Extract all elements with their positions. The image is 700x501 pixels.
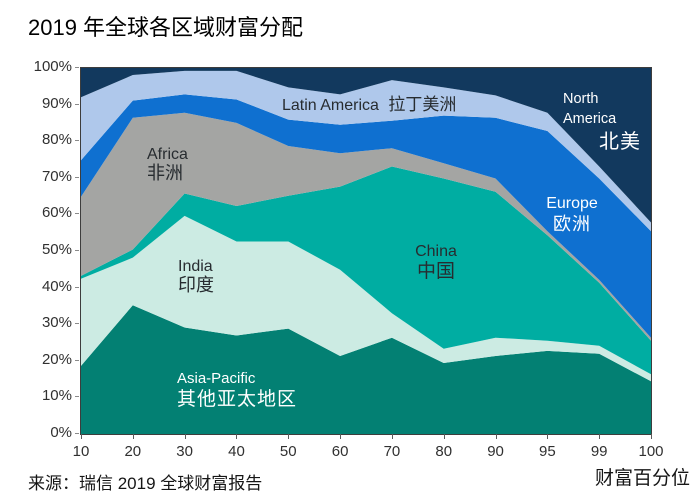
x-axis-tick [443,434,445,439]
x-axis-label-70: 70 [383,443,401,460]
y-axis-tick [75,323,79,325]
x-axis-label-90: 90 [487,443,504,460]
x-axis-tick [599,434,601,439]
y-axis-label-10: 10% [41,387,72,405]
y-axis-label-100: 100% [33,58,72,75]
label-china: China 中国 [404,243,468,283]
area-india [81,215,651,382]
label-india: India 印度 [178,258,214,296]
label-china-en: China [415,243,457,260]
label-north-america: North America 北美 [563,89,641,155]
label-latin-america-zh: 拉丁美洲 [388,95,457,114]
x-axis-tick [547,434,549,439]
x-axis-tick [288,434,290,439]
label-asia-pacific-en: Asia-Pacific [177,370,256,387]
y-axis-tick [75,140,79,142]
label-asia-pacific: Asia-Pacific 其他亚太地区 [177,370,297,412]
y-axis-tick [75,433,79,434]
x-axis-label-50: 50 [279,443,297,460]
y-axis-tick [75,176,79,178]
label-latin-america-en: Latin America [282,97,379,114]
x-axis-tick [391,434,393,439]
x-axis-tick [340,434,342,439]
area-asia-pacific [81,305,651,434]
x-axis-tick [184,434,186,439]
area-europe [81,94,651,338]
x-axis-tick [81,434,82,439]
y-axis-tick [75,213,79,215]
area-latin-america [81,70,651,232]
area-africa [81,112,651,341]
x-axis-label-20: 20 [124,443,142,460]
label-africa-en: Africa [147,146,188,163]
label-north-america-zh: 北美 [599,131,641,153]
y-axis-label-90: 90% [41,94,72,112]
source-note: 来源：瑞信 2019 全球财富报告 [28,474,263,493]
label-latin-america: Latin America 拉丁美洲 [282,94,456,115]
label-europe-en: Europe [546,195,598,212]
label-india-zh: 印度 [178,275,214,295]
label-india-en: India [178,258,213,275]
y-axis-tick [75,286,79,288]
x-axis-tick [495,434,497,439]
x-axis-label-60: 60 [331,443,349,460]
y-axis-label-50: 50% [41,241,72,258]
plot-area [80,67,652,435]
y-axis-label-30: 30% [41,314,72,332]
label-africa-zh: 非洲 [147,163,183,183]
y-axis-tick [75,250,79,251]
x-axis-tick [651,434,652,439]
label-asia-pacific-zh: 其他亚太地区 [177,389,298,410]
y-axis-label-60: 60% [41,204,72,222]
x-axis-label-99: 99 [590,443,608,460]
label-europe: Europe 欧洲 [536,195,608,235]
label-north-america-en: North America [563,91,617,127]
y-axis-label-40: 40% [41,277,72,295]
y-axis-label-70: 70% [41,167,72,185]
x-axis-title: 财富百分位 [594,468,690,489]
y-axis-label-0: 0% [50,424,72,441]
y-axis-label-20: 20% [41,350,72,368]
label-europe-zh: 欧洲 [553,214,591,234]
x-axis-tick [236,434,238,439]
x-axis-tick [132,434,134,439]
x-axis-label-80: 80 [435,443,453,460]
y-axis-label-80: 80% [41,131,72,149]
area-north-america [81,68,651,223]
x-axis-label-100: 100 [638,443,664,460]
x-axis-label-10: 10 [72,443,90,460]
y-axis-tick [75,67,79,68]
y-axis-tick [75,359,79,361]
label-china-zh: 中国 [416,261,455,282]
x-axis-label-30: 30 [176,443,193,460]
x-axis-label-40: 40 [228,443,245,460]
y-axis-tick [75,103,79,105]
y-axis-tick [75,396,79,398]
area-china [81,166,651,375]
chart-title: 2019 年全球各区域财富分配 [28,15,304,40]
label-africa: Africa 非洲 [147,146,188,184]
stacked-area-chart [81,68,651,434]
x-axis-label-95: 95 [539,443,556,460]
